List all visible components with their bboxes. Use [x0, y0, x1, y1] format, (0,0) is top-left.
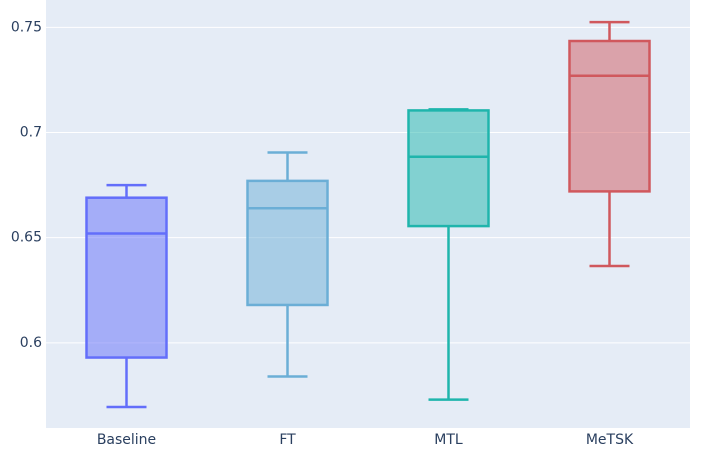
y-tick-label: 0.6 [20, 335, 42, 351]
x-tick-label: MeTSK [586, 432, 634, 448]
interquartile-box [246, 179, 329, 307]
box-ft [246, 151, 329, 378]
boxes [85, 20, 651, 409]
x-tick-label: FT [279, 432, 296, 448]
interquartile-box [568, 39, 651, 193]
y-axis-ticks: 0.6 0.65 0.7 0.75 [11, 19, 42, 350]
x-tick-label: MTL [434, 432, 463, 448]
interquartile-box [85, 196, 168, 359]
interquartile-box [407, 109, 490, 228]
box-mtl [407, 108, 490, 401]
y-tick-label: 0.65 [11, 230, 42, 246]
y-tick-label: 0.7 [20, 125, 42, 141]
box-baseline [85, 183, 168, 409]
x-tick-label: Baseline [97, 432, 156, 448]
box-metsk [568, 20, 651, 268]
y-tick-label: 0.75 [11, 19, 42, 35]
x-axis-ticks: Baseline FT MTL MeTSK [97, 432, 634, 448]
